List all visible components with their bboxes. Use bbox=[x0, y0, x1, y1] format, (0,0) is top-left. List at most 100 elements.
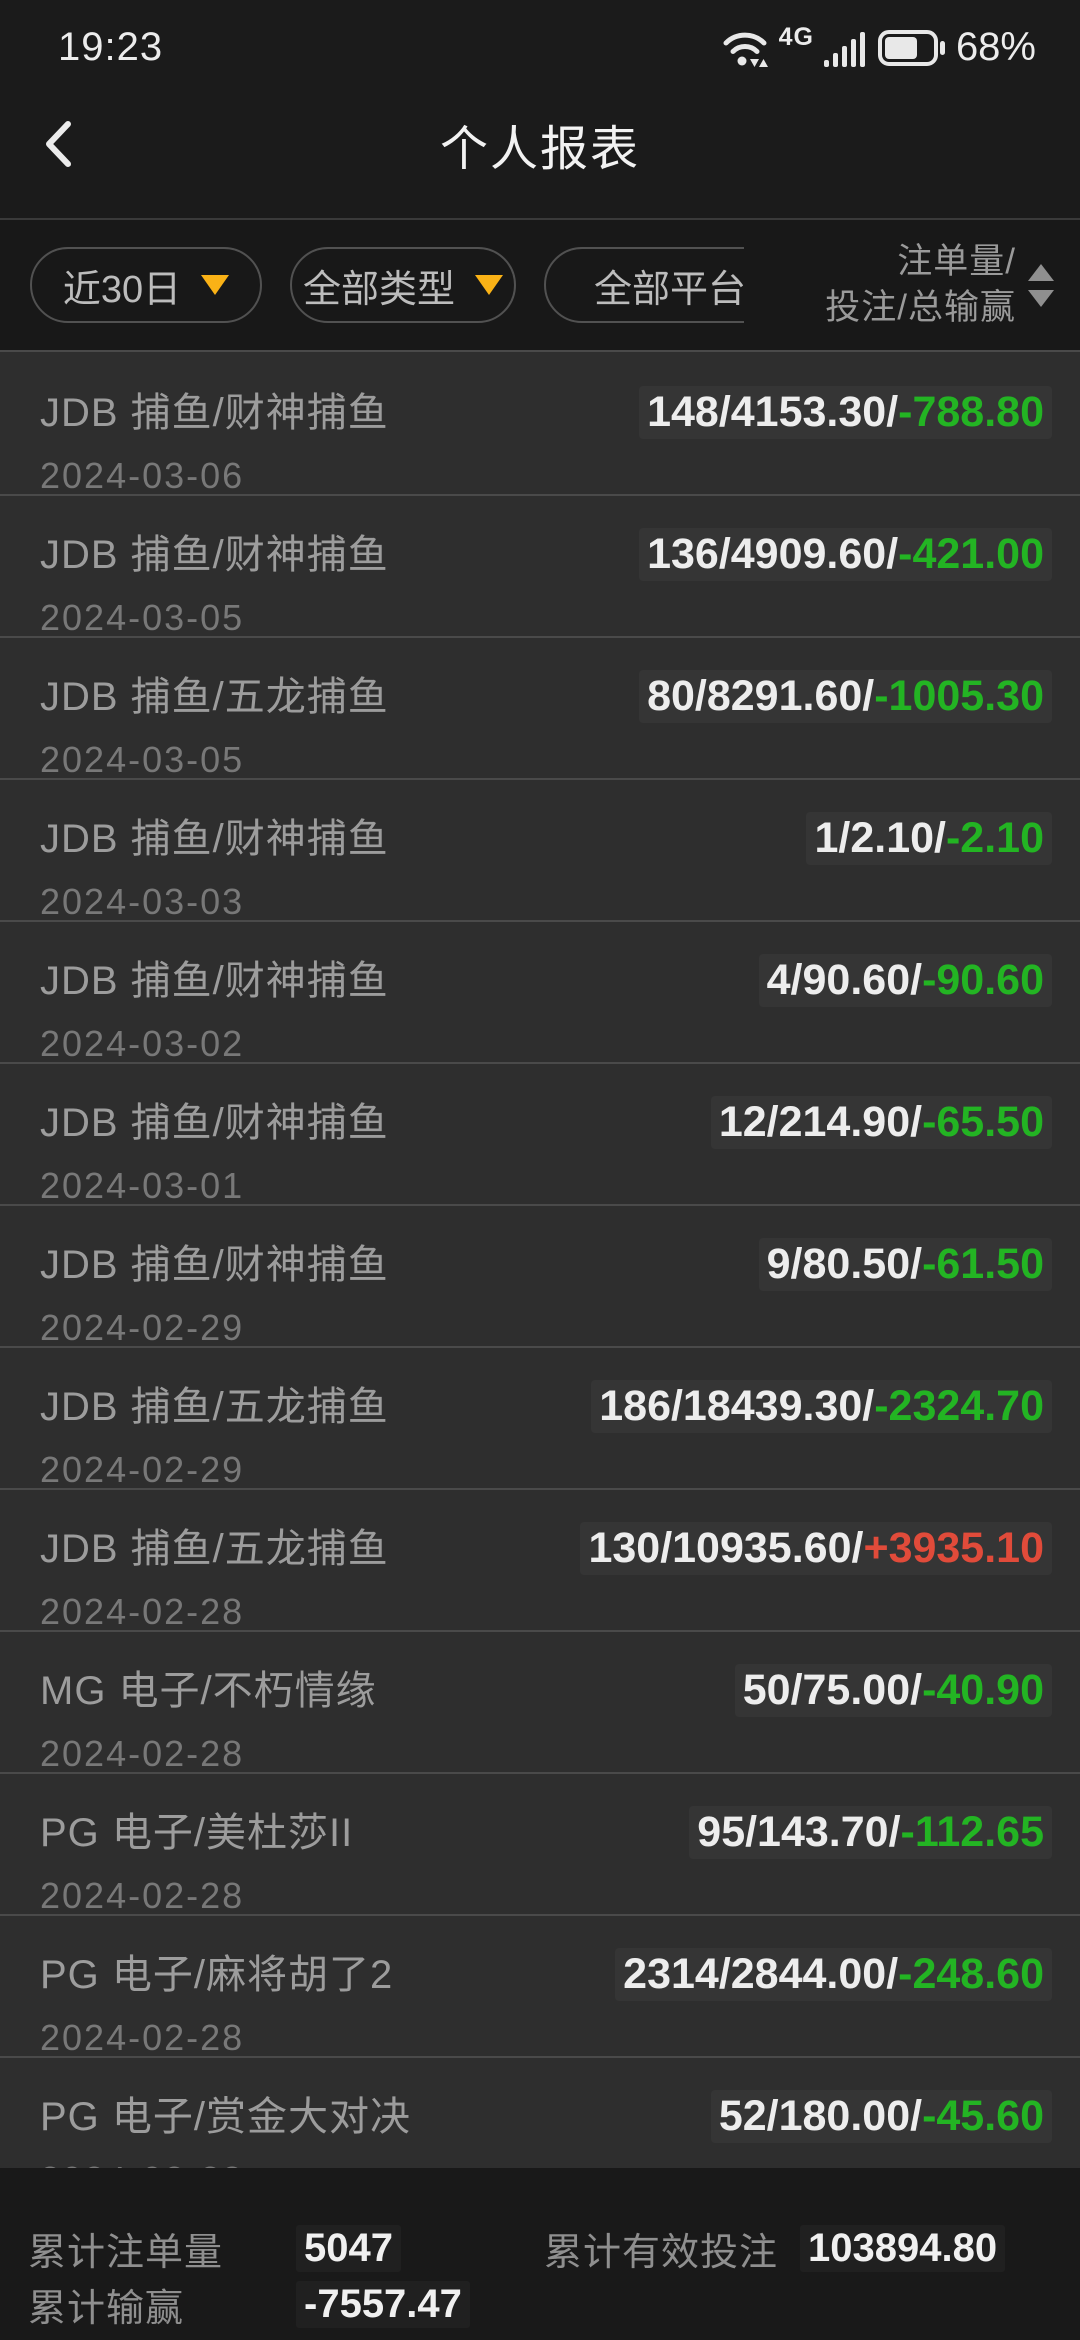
filter-game-type[interactable]: 全部类型 bbox=[290, 247, 516, 323]
filter-date-range[interactable]: 近30日 bbox=[30, 247, 262, 323]
game-name: PG 电子/赏金大对决 bbox=[40, 2095, 412, 2139]
summary-row-2: 累计输赢 -7557.47 bbox=[28, 2276, 1052, 2332]
row-win-loss: -40.90 bbox=[922, 1666, 1044, 1714]
battery-percent: 68% bbox=[955, 25, 1036, 69]
total-win-loss-label: 累计输赢 bbox=[28, 2287, 185, 2330]
row-date: 2024-02-28 bbox=[40, 2159, 1052, 2168]
dropdown-arrow-icon bbox=[475, 275, 503, 295]
filter-game-type-label: 全部类型 bbox=[302, 268, 455, 311]
row-main: JDB 捕鱼/财神捕鱼 136/4909.60/-421.00 bbox=[40, 522, 1052, 581]
back-button[interactable] bbox=[30, 112, 86, 176]
report-row[interactable]: MG 电子/不朽情缘 50/75.00/-40.90 2024-02-28 bbox=[0, 1630, 1080, 1774]
chevron-left-icon bbox=[43, 120, 73, 168]
game-name: JDB 捕鱼/财神捕鱼 bbox=[40, 1243, 389, 1287]
sort-up-arrow-icon bbox=[1028, 263, 1054, 281]
sort-icon bbox=[1028, 263, 1054, 307]
row-main: JDB 捕鱼/财神捕鱼 148/4153.30/-788.80 bbox=[40, 380, 1052, 439]
report-row[interactable]: JDB 捕鱼/财神捕鱼 4/90.60/-90.60 2024-03-02 bbox=[0, 920, 1080, 1064]
row-main: JDB 捕鱼/财神捕鱼 12/214.90/-65.50 bbox=[40, 1090, 1052, 1149]
report-row[interactable]: PG 电子/麻将胡了2 2314/2844.00/-248.60 2024-02-2… bbox=[0, 1914, 1080, 2058]
row-main: JDB 捕鱼/财神捕鱼 9/80.50/-61.50 bbox=[40, 1232, 1052, 1291]
filter-pills: 近30日 全部类型 全部平台 bbox=[30, 247, 744, 323]
row-win-loss: -61.50 bbox=[922, 1240, 1044, 1288]
game-name: JDB 捕鱼/财神捕鱼 bbox=[40, 959, 389, 1003]
row-date: 2024-02-29 bbox=[40, 1307, 245, 1348]
page-title: 个人报表 bbox=[439, 123, 640, 176]
row-win-loss: +3935.10 bbox=[863, 1524, 1044, 1572]
report-row[interactable]: JDB 捕鱼/财神捕鱼 148/4153.30/-788.80 2024-03-06 bbox=[0, 352, 1080, 496]
row-stats: 4/90.60/-90.60 bbox=[759, 954, 1052, 1007]
row-bets-and-stake: 4/90.60/ bbox=[766, 956, 923, 1004]
report-list: JDB 捕鱼/财神捕鱼 148/4153.30/-788.80 2024-03-06… bbox=[0, 352, 1080, 2168]
row-win-loss: -90.60 bbox=[922, 956, 1044, 1004]
report-row[interactable]: JDB 捕鱼/财神捕鱼 136/4909.60/-421.00 2024-03-05 bbox=[0, 494, 1080, 638]
row-bets-and-stake: 50/75.00/ bbox=[742, 1666, 923, 1714]
game-name: JDB 捕鱼/财神捕鱼 bbox=[40, 533, 389, 577]
row-stats: 80/8291.60/-1005.30 bbox=[639, 670, 1052, 723]
game-name: JDB 捕鱼/五龙捕鱼 bbox=[40, 675, 389, 719]
row-win-loss: -2324.70 bbox=[874, 1382, 1044, 1430]
total-valid-bet-label: 累计有效投注 bbox=[544, 2231, 779, 2274]
row-bets-and-stake: 148/4153.30/ bbox=[647, 388, 899, 436]
row-main: JDB 捕鱼/财神捕鱼 4/90.60/-90.60 bbox=[40, 948, 1052, 1007]
row-date: 2024-02-28 bbox=[40, 1875, 245, 1916]
game-name: JDB 捕鱼/财神捕鱼 bbox=[40, 1101, 389, 1145]
row-date: 2024-02-28 bbox=[40, 2017, 245, 2058]
wifi-icon bbox=[721, 28, 769, 68]
row-main: JDB 捕鱼/五龙捕鱼 186/18439.30/-2324.70 bbox=[40, 1374, 1052, 1433]
row-win-loss: -788.80 bbox=[898, 388, 1044, 436]
row-stats: 95/143.70/-112.65 bbox=[689, 1806, 1052, 1859]
battery-icon bbox=[877, 28, 946, 68]
row-date: 2024-03-02 bbox=[40, 1023, 245, 1064]
dropdown-arrow-icon bbox=[201, 275, 230, 295]
row-main: JDB 捕鱼/五龙捕鱼 80/8291.60/-1005.30 bbox=[40, 664, 1052, 723]
filter-platform[interactable]: 全部平台 bbox=[544, 247, 744, 323]
report-row[interactable]: PG 电子/赏金大对决 52/180.00/-45.60 2024-02-28 bbox=[0, 2056, 1080, 2168]
row-main: JDB 捕鱼/五龙捕鱼 130/10935.60/+3935.10 bbox=[40, 1516, 1052, 1575]
row-stats: 52/180.00/-45.60 bbox=[711, 2090, 1052, 2143]
report-row[interactable]: JDB 捕鱼/五龙捕鱼 80/8291.60/-1005.30 2024-03-05 bbox=[0, 636, 1080, 780]
filter-date-range-label: 近30日 bbox=[62, 268, 182, 311]
game-name: JDB 捕鱼/财神捕鱼 bbox=[40, 391, 389, 435]
row-bets-and-stake: 12/214.90/ bbox=[718, 1098, 923, 1146]
network-type-label: 4G bbox=[778, 23, 814, 51]
row-bets-and-stake: 95/143.70/ bbox=[697, 1808, 901, 1856]
sort-control[interactable]: 注单量/ 投注/总输赢 bbox=[825, 239, 1054, 331]
status-icons: 4G 68% bbox=[721, 23, 1036, 70]
status-bar: 19:23 4G bbox=[0, 0, 1080, 70]
game-name: JDB 捕鱼/五龙捕鱼 bbox=[40, 1385, 389, 1429]
row-bets-and-stake: 9/80.50/ bbox=[766, 1240, 923, 1288]
row-date: 2024-03-06 bbox=[40, 455, 245, 496]
summary-row-1: 累计注单量 5047 累计有效投注 103894.80 bbox=[28, 2220, 1052, 2276]
total-valid-bet-value: 103894.80 bbox=[800, 2225, 1005, 2272]
report-row[interactable]: JDB 捕鱼/财神捕鱼 9/80.50/-61.50 2024-02-29 bbox=[0, 1204, 1080, 1348]
row-date: 2024-03-03 bbox=[40, 881, 245, 922]
row-bets-and-stake: 136/4909.60/ bbox=[647, 530, 899, 578]
row-stats: 148/4153.30/-788.80 bbox=[639, 386, 1052, 439]
row-stats: 136/4909.60/-421.00 bbox=[639, 528, 1052, 581]
report-row[interactable]: JDB 捕鱼/五龙捕鱼 130/10935.60/+3935.10 2024-02-… bbox=[0, 1488, 1080, 1632]
row-win-loss: -421.00 bbox=[898, 530, 1044, 578]
game-name: PG 电子/麻将胡了2 bbox=[40, 1953, 394, 1997]
summary-bar: 累计注单量 5047 累计有效投注 103894.80 累计输赢 -7557.4… bbox=[0, 2168, 1080, 2340]
row-bets-and-stake: 52/180.00/ bbox=[718, 2092, 923, 2140]
row-win-loss: -2.10 bbox=[945, 814, 1044, 862]
total-bets-label: 累计注单量 bbox=[28, 2231, 224, 2274]
report-row[interactable]: PG 电子/美杜莎II 95/143.70/-112.65 2024-02-28 bbox=[0, 1772, 1080, 1916]
row-date: 2024-03-05 bbox=[40, 597, 245, 638]
row-stats: 50/75.00/-40.90 bbox=[735, 1664, 1052, 1717]
row-bets-and-stake: 2314/2844.00/ bbox=[623, 1950, 899, 1998]
report-row[interactable]: JDB 捕鱼/财神捕鱼 1/2.10/-2.10 2024-03-03 bbox=[0, 778, 1080, 922]
report-row[interactable]: JDB 捕鱼/五龙捕鱼 186/18439.30/-2324.70 2024-02-… bbox=[0, 1346, 1080, 1490]
report-row[interactable]: JDB 捕鱼/财神捕鱼 12/214.90/-65.50 2024-03-01 bbox=[0, 1062, 1080, 1206]
row-main: PG 电子/赏金大对决 52/180.00/-45.60 bbox=[40, 2084, 1052, 2143]
row-bets-and-stake: 1/2.10/ bbox=[814, 814, 946, 862]
row-main: PG 电子/美杜莎II 95/143.70/-112.65 bbox=[40, 1800, 1052, 1859]
filter-platform-label: 全部平台 bbox=[593, 268, 744, 311]
row-main: MG 电子/不朽情缘 50/75.00/-40.90 bbox=[40, 1658, 1052, 1717]
sort-column-label: 注单量/ 投注/总输赢 bbox=[825, 242, 1016, 327]
row-win-loss: -65.50 bbox=[922, 1098, 1044, 1146]
game-name: JDB 捕鱼/五龙捕鱼 bbox=[40, 1527, 389, 1571]
row-main: JDB 捕鱼/财神捕鱼 1/2.10/-2.10 bbox=[40, 806, 1052, 865]
row-date: 2024-02-29 bbox=[40, 1449, 245, 1490]
